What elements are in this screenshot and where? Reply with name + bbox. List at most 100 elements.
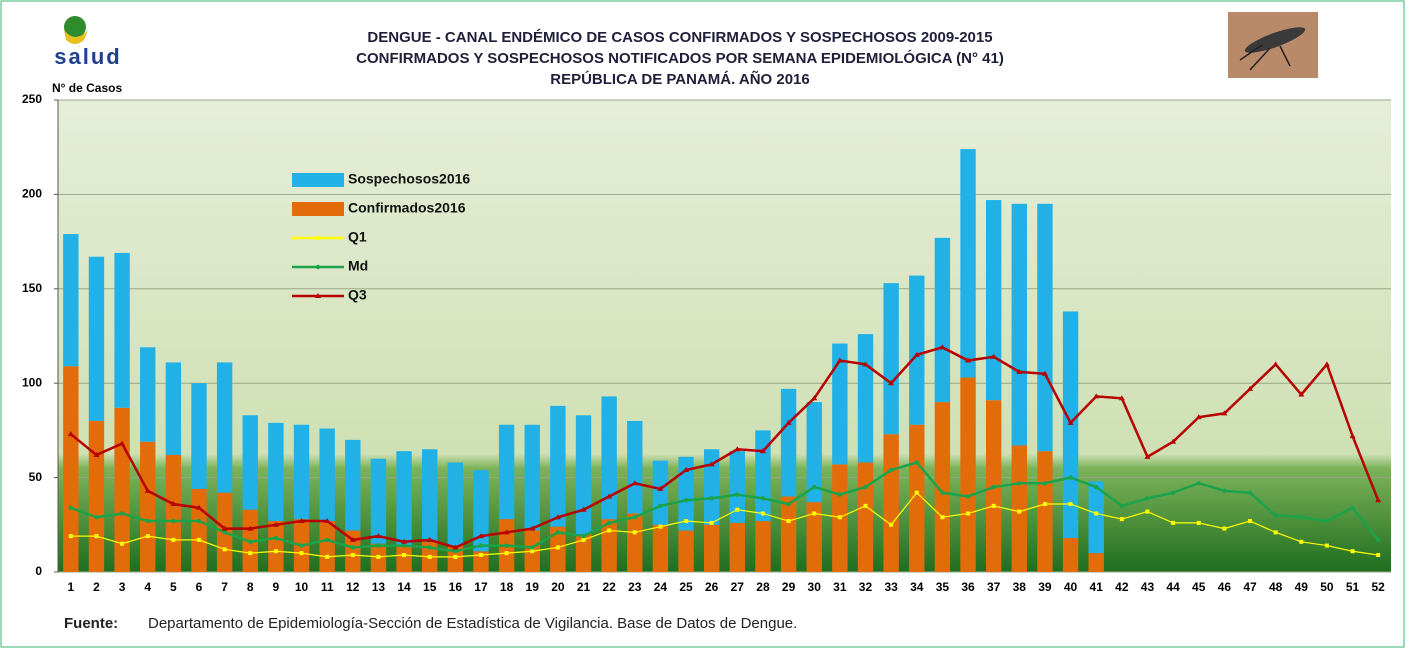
marker: [684, 519, 688, 523]
marker: [453, 549, 457, 553]
y-tick-label: 0: [35, 564, 42, 578]
marker: [94, 534, 98, 538]
bar: [627, 513, 642, 572]
marker: [1274, 530, 1278, 534]
marker: [1350, 506, 1354, 510]
marker: [863, 485, 867, 489]
marker: [1325, 544, 1329, 548]
marker: [1094, 485, 1098, 489]
mosquito-image: [1228, 12, 1318, 78]
x-tick-label: 46: [1218, 580, 1232, 594]
x-tick-label: 45: [1192, 580, 1206, 594]
bar: [883, 434, 898, 572]
marker: [1120, 517, 1124, 521]
x-tick-label: 25: [679, 580, 693, 594]
bar: [909, 276, 924, 425]
marker: [915, 460, 919, 464]
x-tick-label: 50: [1320, 580, 1334, 594]
x-tick-label: 13: [372, 580, 386, 594]
bar: [653, 525, 668, 572]
x-tick-label: 48: [1269, 580, 1283, 594]
marker: [299, 543, 303, 547]
marker: [479, 543, 483, 547]
marker: [1171, 521, 1175, 525]
x-tick-label: 28: [756, 580, 770, 594]
marker: [838, 515, 842, 519]
bar: [396, 451, 411, 545]
bar: [730, 523, 745, 572]
marker: [1273, 513, 1277, 517]
x-tick-label: 31: [833, 580, 847, 594]
marker: [1069, 502, 1073, 506]
marker: [940, 515, 944, 519]
bar: [755, 521, 770, 572]
marker: [1351, 549, 1355, 553]
marker: [1094, 511, 1098, 515]
marker: [316, 236, 320, 240]
bar: [550, 406, 565, 527]
bar: [114, 253, 129, 408]
bar: [217, 362, 232, 492]
marker: [1197, 521, 1201, 525]
bar: [986, 200, 1001, 400]
marker: [1299, 540, 1303, 544]
x-tick-label: 42: [1115, 580, 1129, 594]
marker: [376, 543, 380, 547]
marker: [735, 508, 739, 512]
bar: [448, 462, 463, 545]
marker: [556, 530, 560, 534]
x-tick-label: 41: [1090, 580, 1104, 594]
marker: [1145, 496, 1149, 500]
bar: [704, 525, 719, 572]
x-tick-label: 16: [449, 580, 463, 594]
bar: [858, 462, 873, 572]
x-tick-label: 24: [654, 580, 668, 594]
x-tick-label: 17: [474, 580, 488, 594]
bar: [396, 546, 411, 572]
bar: [960, 378, 975, 572]
x-tick-label: 8: [247, 580, 254, 594]
bar: [319, 521, 334, 572]
marker: [222, 530, 226, 534]
marker: [812, 485, 816, 489]
marker: [274, 536, 278, 540]
x-tick-label: 2: [93, 580, 100, 594]
x-tick-label: 40: [1064, 580, 1078, 594]
bar: [653, 461, 668, 525]
bar: [1089, 553, 1104, 572]
x-tick-label: 10: [295, 580, 309, 594]
y-axis-label: N° de Casos: [52, 81, 122, 95]
x-tick-label: 52: [1372, 580, 1386, 594]
marker: [658, 504, 662, 508]
bar: [268, 423, 283, 521]
bar: [781, 389, 796, 497]
bar: [166, 362, 181, 455]
marker: [1376, 553, 1380, 557]
marker: [376, 555, 380, 559]
title-line: CONFIRMADOS Y SOSPECHOSOS NOTIFICADOS PO…: [356, 49, 1004, 67]
x-tick-label: 18: [500, 580, 514, 594]
marker: [966, 511, 970, 515]
marker: [146, 534, 150, 538]
x-tick-label: 6: [196, 580, 203, 594]
bar: [883, 283, 898, 434]
bar: [140, 347, 155, 441]
marker: [325, 555, 329, 559]
marker: [684, 498, 688, 502]
bar: [345, 440, 360, 531]
marker: [69, 506, 73, 510]
y-tick-label: 100: [22, 375, 42, 389]
bar: [935, 238, 950, 402]
x-tick-label: 11: [321, 580, 334, 594]
marker: [197, 519, 201, 523]
bar: [576, 415, 591, 534]
x-tick-label: 33: [884, 580, 898, 594]
x-tick-label: 4: [144, 580, 151, 594]
x-tick-label: 51: [1346, 580, 1360, 594]
bar: [191, 489, 206, 572]
marker: [171, 519, 175, 523]
marker: [120, 511, 124, 515]
bar: [166, 455, 181, 572]
marker: [479, 553, 483, 557]
legend-swatch: [292, 202, 344, 216]
